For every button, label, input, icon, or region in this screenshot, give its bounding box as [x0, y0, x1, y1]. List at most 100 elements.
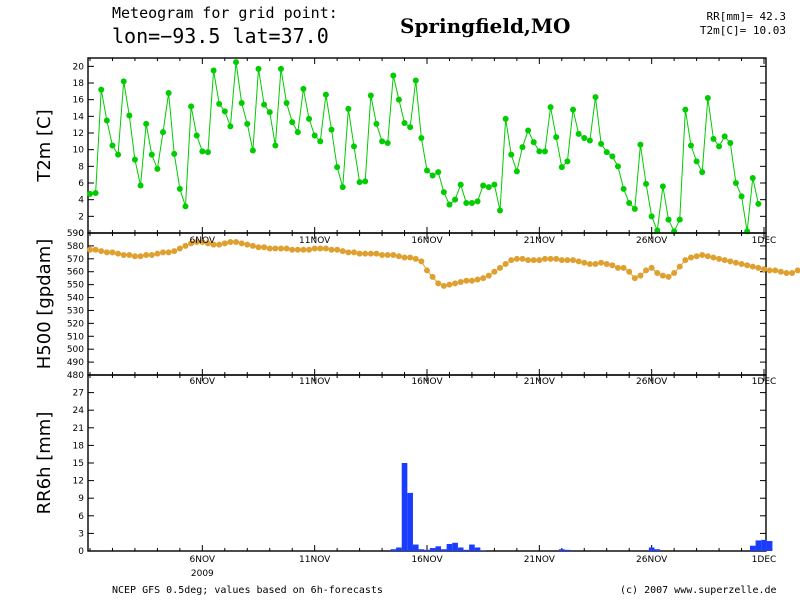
data-point	[659, 183, 666, 190]
data-point	[676, 263, 683, 270]
data-point	[637, 141, 644, 148]
data-point	[738, 193, 745, 200]
y-tick-label: 580	[67, 242, 84, 252]
data-point	[92, 246, 99, 253]
data-point	[755, 200, 762, 207]
data-point	[699, 169, 706, 176]
data-point	[244, 120, 251, 127]
data-point	[631, 205, 638, 212]
data-point	[440, 282, 447, 289]
data-point	[131, 253, 138, 260]
data-point	[570, 257, 577, 264]
precip-bar	[480, 550, 486, 551]
x-tick-label: 21NOV	[524, 555, 556, 565]
series-line-0	[89, 62, 759, 233]
data-point	[182, 203, 189, 210]
data-point	[182, 242, 189, 249]
data-point	[165, 90, 172, 96]
y-tick-label: 490	[67, 358, 84, 368]
data-point	[446, 281, 453, 288]
data-point	[424, 267, 430, 274]
y-tick-label: 6	[78, 179, 84, 189]
x-tick-label: 26NOV	[636, 236, 668, 246]
data-point	[384, 251, 391, 258]
data-point	[255, 244, 262, 251]
data-point	[463, 277, 470, 284]
data-point	[137, 182, 144, 189]
precip-bar	[396, 547, 402, 551]
data-point	[345, 105, 352, 112]
data-point	[362, 250, 369, 257]
precip-bar	[564, 549, 571, 551]
y-tick-label: 8	[78, 162, 84, 172]
precip-bar	[446, 543, 453, 551]
data-point	[435, 280, 442, 287]
data-point	[227, 239, 234, 246]
data-point	[373, 120, 380, 127]
x-tick-label: 1DEC	[752, 236, 777, 246]
data-point	[418, 258, 425, 265]
precip-bar	[407, 492, 413, 551]
x-tick-label: 6NOV	[190, 377, 216, 387]
data-point	[339, 184, 346, 191]
data-point	[744, 262, 751, 269]
precip-bar	[755, 540, 762, 551]
data-point	[480, 275, 487, 282]
data-point	[463, 200, 470, 206]
data-point	[148, 151, 155, 158]
data-point	[216, 100, 223, 107]
data-point	[300, 246, 307, 253]
data-point	[468, 200, 475, 206]
x-tick-label: 6NOV	[190, 236, 216, 246]
x-tick-label: 6NOV	[190, 555, 216, 565]
data-point	[732, 259, 739, 266]
data-point	[103, 117, 110, 124]
data-point	[109, 249, 116, 256]
data-point	[581, 259, 588, 266]
data-point	[755, 264, 762, 271]
data-point	[519, 255, 526, 262]
data-point	[586, 260, 593, 267]
data-point	[435, 169, 442, 176]
data-point	[749, 263, 756, 270]
data-point	[294, 129, 301, 136]
data-point	[395, 96, 402, 103]
data-point	[491, 268, 498, 275]
precip-bar	[401, 463, 408, 551]
title-line-2: lon=−93.5 lat=37.0	[112, 24, 329, 48]
footer-source: NCEP GFS 0.5deg; values based on 6h-fore…	[112, 585, 383, 596]
y-tick-label: 510	[67, 332, 84, 342]
data-point	[614, 163, 621, 170]
data-point	[772, 267, 779, 274]
precip-bar	[463, 549, 470, 551]
data-point	[485, 184, 492, 191]
data-point	[334, 246, 341, 253]
data-point	[87, 190, 93, 197]
data-point	[609, 262, 616, 269]
data-point	[525, 127, 532, 134]
data-point	[693, 253, 700, 260]
precip-bar	[654, 549, 661, 551]
data-point	[350, 143, 357, 150]
data-point	[204, 240, 211, 247]
data-point	[429, 273, 436, 280]
data-point	[272, 142, 279, 149]
data-point	[485, 272, 492, 279]
data-point	[525, 257, 532, 264]
data-point	[620, 185, 627, 192]
data-point	[261, 244, 268, 251]
precip-bar	[452, 542, 458, 551]
data-point	[474, 276, 481, 283]
data-point	[519, 144, 526, 151]
data-point	[508, 257, 515, 264]
data-point	[687, 142, 694, 149]
data-point	[199, 148, 206, 155]
data-point	[598, 140, 605, 147]
data-point	[603, 260, 610, 267]
data-point	[637, 272, 644, 279]
precip-bar	[749, 545, 756, 551]
data-point	[440, 189, 447, 196]
data-point	[300, 85, 307, 92]
data-point	[160, 249, 167, 256]
series-line-1	[90, 241, 800, 287]
